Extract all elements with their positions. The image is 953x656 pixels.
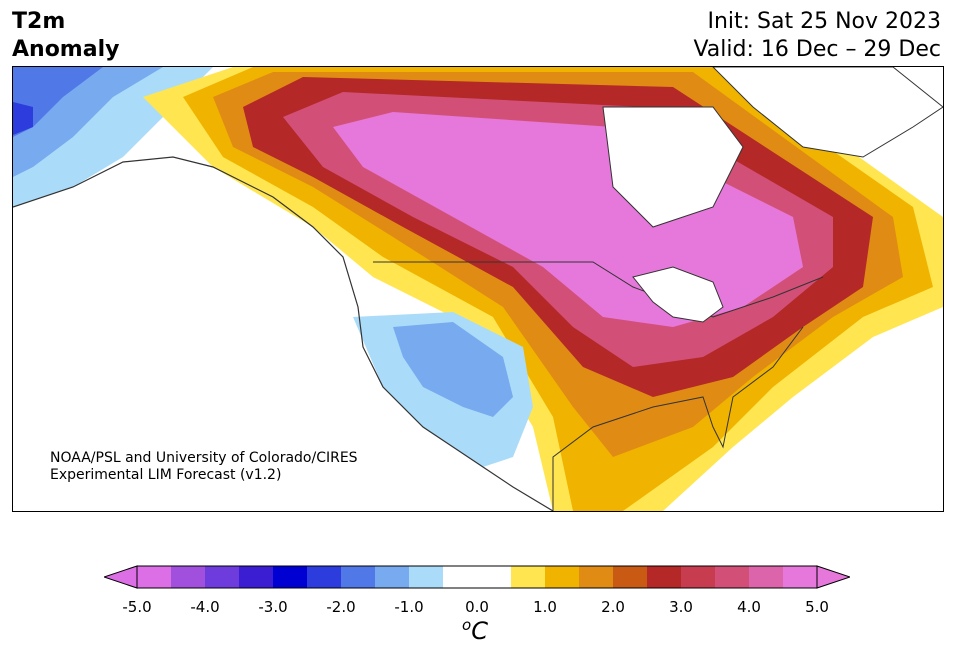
colorbar-tick-label: -3.0 xyxy=(258,598,288,616)
colorbar-tick-label: -2.0 xyxy=(326,598,356,616)
colorbar-segment xyxy=(579,566,614,588)
colorbar-segment xyxy=(545,566,580,588)
cold-anomaly-alaska-max xyxy=(13,102,33,135)
init-date: Init: Sat 25 Nov 2023 xyxy=(707,9,941,34)
colorbar-tick-label: 1.0 xyxy=(533,598,557,616)
unit-letter: C xyxy=(471,617,488,645)
colorbar-segment xyxy=(341,566,376,588)
colorbar-segment xyxy=(749,566,784,588)
colorbar xyxy=(104,565,850,589)
colorbar-tick-label: 0.0 xyxy=(465,598,489,616)
colorbar-unit: oC xyxy=(462,616,488,645)
credit-line-1: NOAA/PSL and University of Colorado/CIRE… xyxy=(50,450,358,466)
cold-anomaly-southwest-core xyxy=(393,322,513,417)
colorbar-segments xyxy=(137,566,818,588)
colorbar-segment xyxy=(273,566,308,588)
colorbar-segment xyxy=(205,566,240,588)
colorbar-segment xyxy=(409,566,444,588)
colorbar-segment xyxy=(239,566,274,588)
great-lakes xyxy=(632,266,724,323)
colorbar-segment xyxy=(647,566,682,588)
colorbar-segment xyxy=(443,566,478,588)
anomaly-map: NOAA/PSL and University of Colorado/CIRE… xyxy=(12,66,944,512)
colorbar-segment xyxy=(613,566,648,588)
colorbar-left-arrow xyxy=(104,565,138,589)
colorbar-tick-label: 5.0 xyxy=(805,598,829,616)
colorbar-tick-label: -4.0 xyxy=(190,598,220,616)
unit-degree: o xyxy=(462,616,472,634)
map-canvas xyxy=(13,67,943,511)
colorbar-tick-label: -5.0 xyxy=(122,598,152,616)
title-line-2: Anomaly xyxy=(12,37,120,62)
chart-title: T2m Anomaly xyxy=(12,8,119,64)
colorbar-segment xyxy=(715,566,750,588)
colorbar-segment xyxy=(477,566,512,588)
colorbar-segment xyxy=(375,566,410,588)
hudson-bay xyxy=(602,106,744,228)
colorbar-segment xyxy=(171,566,206,588)
colorbar-segment xyxy=(307,566,342,588)
colorbar-tick-label: 4.0 xyxy=(737,598,761,616)
colorbar-segment xyxy=(783,566,818,588)
title-line-1: T2m xyxy=(12,9,66,34)
colorbar-right-arrow xyxy=(816,565,850,589)
valid-date: Valid: 16 Dec – 29 Dec xyxy=(693,37,941,62)
cold-anomaly-alaska-strong xyxy=(13,67,103,137)
colorbar-tick-label: 3.0 xyxy=(669,598,693,616)
gulf-coast xyxy=(552,326,804,511)
colorbar-segment xyxy=(681,566,716,588)
colorbar-tick-label: 2.0 xyxy=(601,598,625,616)
greenland xyxy=(712,67,943,158)
colorbar-segment xyxy=(511,566,546,588)
credit-text: NOAA/PSL and University of Colorado/CIRE… xyxy=(50,450,358,484)
forecast-dates: Init: Sat 25 Nov 2023 Valid: 16 Dec – 29… xyxy=(693,8,941,64)
colorbar-tick-label: -1.0 xyxy=(394,598,424,616)
colorbar-segment xyxy=(137,566,172,588)
coastline xyxy=(13,156,554,511)
credit-line-2: Experimental LIM Forecast (v1.2) xyxy=(50,467,282,483)
